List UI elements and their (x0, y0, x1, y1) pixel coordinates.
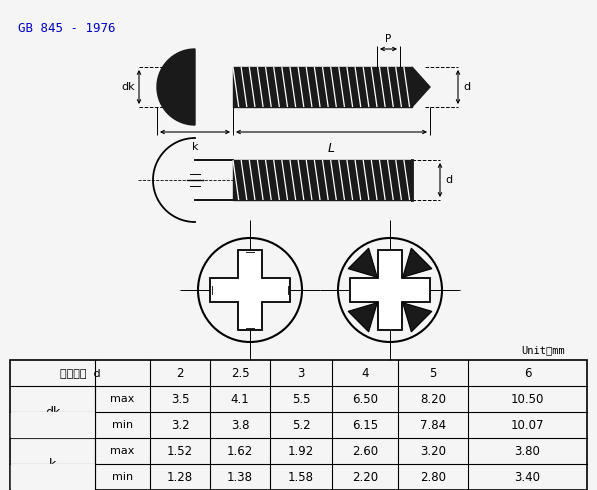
Text: 2: 2 (176, 367, 184, 379)
Text: L: L (328, 142, 335, 155)
Text: d: d (463, 82, 470, 92)
Text: Unit：mm: Unit：mm (521, 345, 565, 355)
Bar (10, 360, 587, 490)
Polygon shape (403, 248, 432, 277)
Text: 10.50: 10.50 (511, 392, 544, 406)
Polygon shape (403, 303, 432, 332)
Text: 3.80: 3.80 (515, 444, 540, 458)
Text: max: max (110, 394, 135, 404)
Text: dk: dk (121, 82, 135, 92)
Text: 1.58: 1.58 (288, 470, 314, 484)
Text: 5.5: 5.5 (292, 392, 310, 406)
Text: 4.1: 4.1 (230, 392, 250, 406)
Text: 8.20: 8.20 (420, 392, 446, 406)
Text: 2.20: 2.20 (352, 470, 378, 484)
Text: dk: dk (45, 406, 60, 418)
Polygon shape (11, 464, 94, 489)
Polygon shape (210, 250, 290, 330)
Polygon shape (233, 160, 412, 200)
Text: 3.2: 3.2 (171, 418, 189, 432)
Text: 1.38: 1.38 (227, 470, 253, 484)
Text: 3.20: 3.20 (420, 444, 446, 458)
Text: GB 845 - 1976: GB 845 - 1976 (18, 22, 115, 35)
Text: 10.07: 10.07 (511, 418, 544, 432)
Text: 2.60: 2.60 (352, 444, 378, 458)
Text: 5.2: 5.2 (292, 418, 310, 432)
Text: 1.92: 1.92 (288, 444, 314, 458)
Text: 5: 5 (429, 367, 436, 379)
Text: 6: 6 (524, 367, 531, 379)
Text: 2.5: 2.5 (230, 367, 250, 379)
Polygon shape (11, 412, 94, 437)
Text: 1.52: 1.52 (167, 444, 193, 458)
Polygon shape (350, 250, 430, 330)
Text: 1.62: 1.62 (227, 444, 253, 458)
Text: 3.40: 3.40 (515, 470, 540, 484)
Polygon shape (157, 49, 195, 125)
Text: P: P (386, 34, 392, 44)
Text: 3.8: 3.8 (231, 418, 250, 432)
Text: k: k (49, 458, 56, 470)
Text: k: k (192, 142, 198, 152)
Text: 3.5: 3.5 (171, 392, 189, 406)
Text: 6.15: 6.15 (352, 418, 378, 432)
Polygon shape (412, 67, 430, 107)
Text: 1.28: 1.28 (167, 470, 193, 484)
Text: max: max (110, 446, 135, 456)
Text: 6.50: 6.50 (352, 392, 378, 406)
Polygon shape (233, 67, 412, 107)
Text: 7.84: 7.84 (420, 418, 446, 432)
Polygon shape (348, 303, 377, 332)
Text: min: min (112, 420, 133, 430)
Text: 4: 4 (361, 367, 369, 379)
Text: 螺纹规格  d: 螺纹规格 d (60, 368, 100, 378)
Text: 2.80: 2.80 (420, 470, 446, 484)
Text: d: d (445, 175, 452, 185)
Text: 3: 3 (297, 367, 304, 379)
Text: min: min (112, 472, 133, 482)
Polygon shape (348, 248, 377, 277)
